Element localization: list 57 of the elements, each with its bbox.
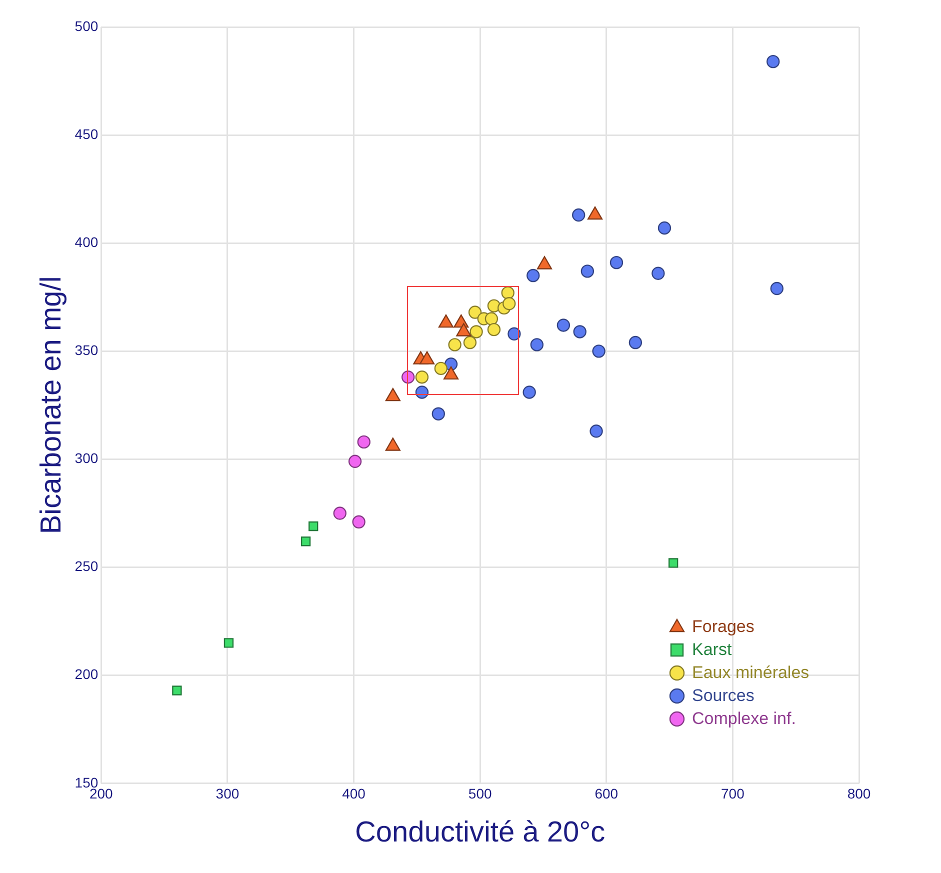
y-tick-label: 300 <box>74 450 98 466</box>
point <box>580 264 594 278</box>
y-tick-label: 500 <box>74 18 98 34</box>
point <box>556 318 570 332</box>
x-tick-label: 500 <box>468 786 492 802</box>
legend-label: Sources <box>692 685 754 707</box>
point <box>522 386 536 399</box>
point <box>432 407 445 420</box>
point <box>590 424 603 438</box>
point <box>592 344 606 358</box>
point <box>530 338 544 352</box>
point <box>770 282 784 296</box>
x-tick-label: 800 <box>847 786 871 802</box>
point <box>468 306 482 319</box>
point <box>484 312 498 326</box>
point <box>628 336 642 350</box>
x-tick-label: 700 <box>721 786 745 802</box>
y-tick-label: 200 <box>74 666 98 682</box>
point <box>470 325 483 338</box>
point <box>308 521 318 532</box>
y-tick-label: 350 <box>74 342 98 358</box>
point <box>348 454 362 468</box>
point <box>508 327 521 340</box>
point <box>766 54 780 68</box>
point <box>415 386 429 399</box>
point <box>333 506 346 520</box>
point <box>502 297 516 310</box>
y-tick-label: 450 <box>74 126 98 142</box>
point <box>448 338 462 352</box>
point <box>652 266 665 280</box>
point <box>224 638 234 648</box>
point <box>172 686 182 696</box>
point <box>658 221 672 235</box>
point <box>415 370 429 384</box>
x-tick-label: 400 <box>342 786 366 802</box>
point <box>352 515 366 528</box>
x-tick-label: 300 <box>216 786 240 802</box>
y-tick-label: 250 <box>74 558 98 574</box>
point <box>573 325 586 338</box>
point <box>434 362 448 376</box>
point <box>487 322 501 336</box>
legend-label: Forages <box>692 616 754 638</box>
point <box>357 435 370 449</box>
legend-label: Eaux minérales <box>692 662 810 684</box>
point <box>526 268 540 282</box>
y-axis-title: Bicarbonate en mg/l <box>35 276 68 534</box>
legend-label: Complexe inf. <box>692 708 796 730</box>
x-tick-label: 600 <box>594 786 618 802</box>
x-axis-title: Conductivité à 20°c <box>354 816 606 849</box>
point <box>610 256 624 270</box>
point <box>463 336 477 350</box>
point <box>668 558 678 568</box>
point <box>572 208 586 222</box>
legend-label: Karst <box>692 639 732 661</box>
point <box>300 536 311 546</box>
y-tick-label: 150 <box>74 774 98 790</box>
y-tick-label: 400 <box>74 234 98 250</box>
